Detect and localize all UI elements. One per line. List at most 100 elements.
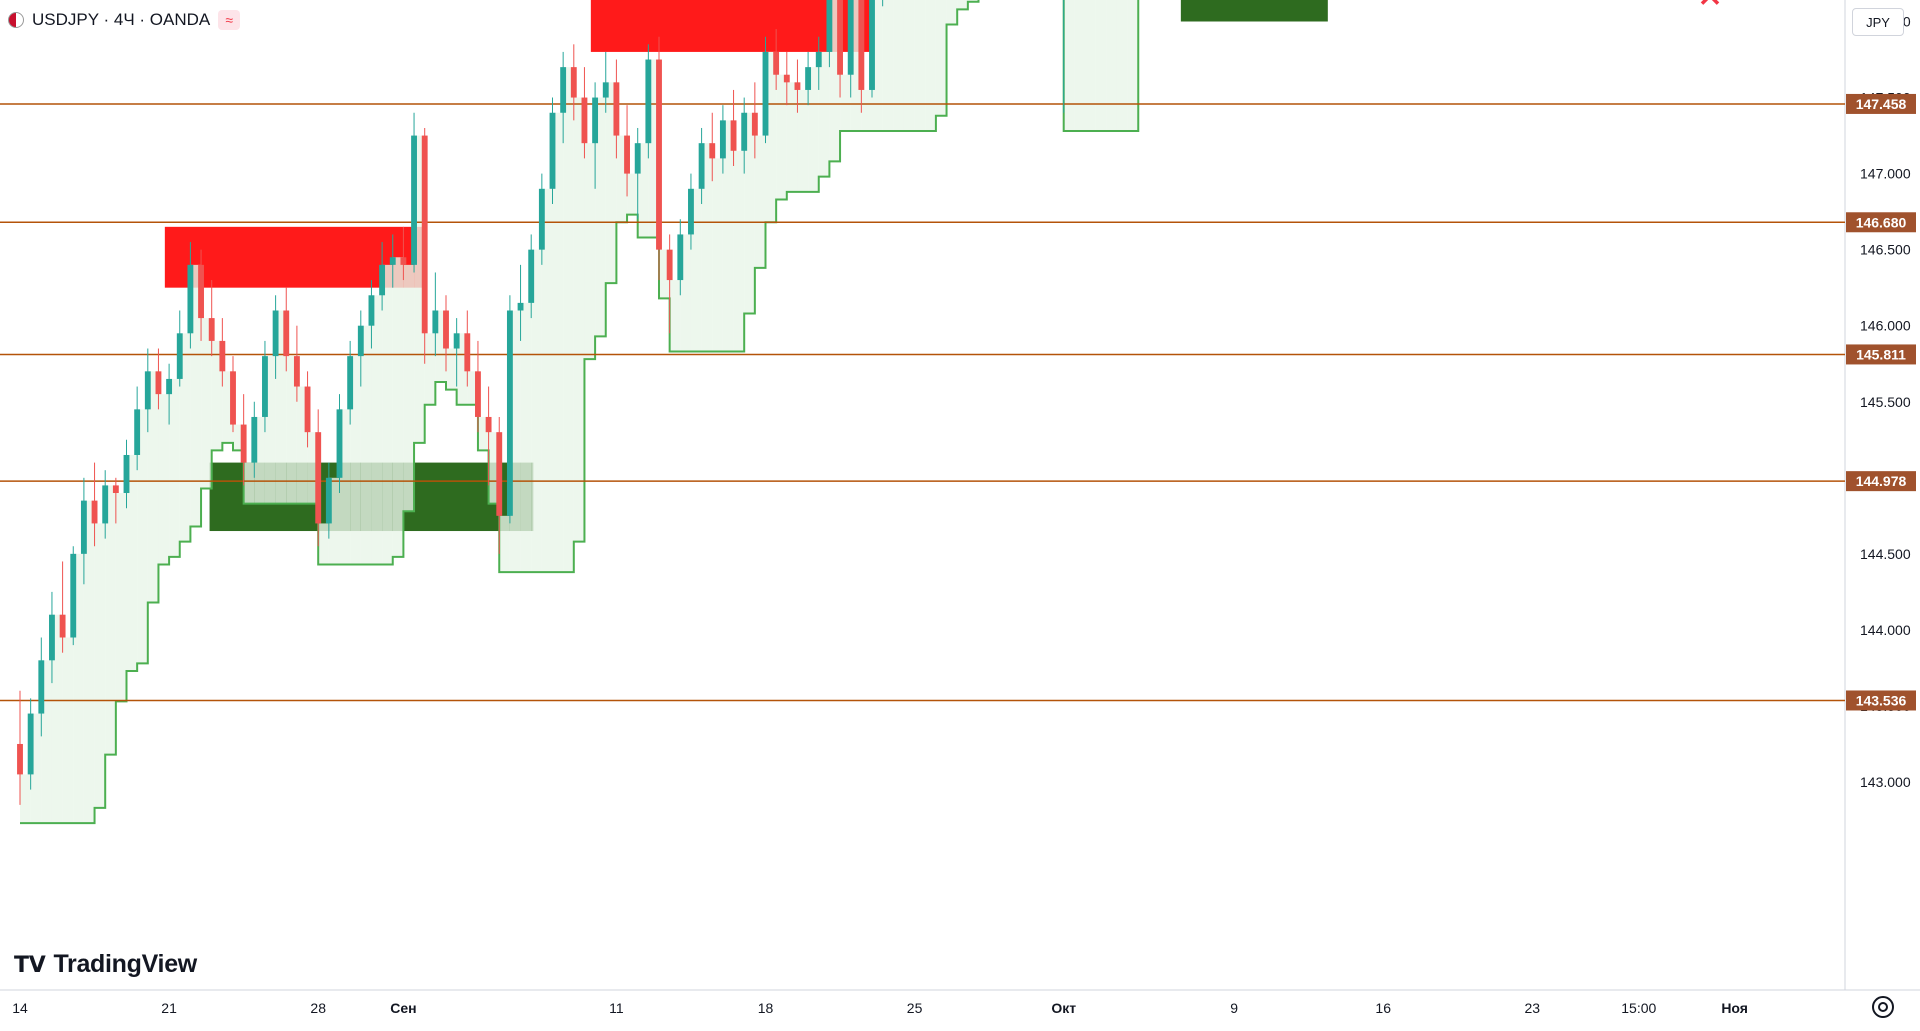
- candle-body: [506, 310, 513, 516]
- trail-shade: [94, 523, 106, 808]
- time-tick-label: 21: [161, 1000, 177, 1016]
- time-tick-label: 11: [609, 1000, 624, 1016]
- trail-shade: [1074, 0, 1085, 132]
- candle-body: [443, 310, 449, 349]
- trail-shade: [872, 0, 883, 132]
- trail-shade: [83, 500, 95, 824]
- trail-shade: [744, 112, 755, 314]
- trail-shade: [861, 89, 872, 132]
- candle-body: [719, 120, 726, 159]
- candle-body: [166, 378, 173, 395]
- trail-shade: [360, 325, 372, 565]
- trail-shade: [808, 67, 819, 192]
- candle-body: [304, 386, 311, 433]
- candle-body: [741, 112, 748, 151]
- trail-shade: [392, 257, 404, 557]
- candle-body: [624, 135, 630, 174]
- candle-body: [70, 553, 77, 638]
- trail-shade: [105, 485, 116, 755]
- candle-body: [102, 485, 109, 524]
- time-tick-label: 25: [907, 1000, 923, 1016]
- trail-shade: [477, 416, 489, 451]
- candle-body: [379, 264, 386, 296]
- tradingview-logo-icon: 𝗧𝗩: [14, 951, 46, 977]
- level-price-label: 147.458: [1856, 96, 1907, 112]
- price-tick-label: 146.000: [1860, 318, 1911, 334]
- trail-shade: [903, 0, 915, 132]
- candle-body: [411, 135, 417, 265]
- trail-shade: [328, 477, 340, 565]
- price-tick-label: 145.500: [1860, 394, 1911, 410]
- tradingview-logo[interactable]: 𝗧𝗩 TradingView: [14, 950, 197, 979]
- candle-body: [347, 356, 354, 410]
- candle-body: [400, 257, 407, 265]
- candle-body: [432, 310, 439, 334]
- candle-body: [155, 371, 162, 395]
- candle-body: [560, 67, 567, 113]
- trail-shade: [584, 143, 596, 360]
- trail-shade: [669, 280, 681, 352]
- trailing-stop-layer: [20, 0, 1140, 825]
- candle-body: [293, 356, 300, 387]
- trail-shade: [680, 234, 691, 352]
- trail-shade: [414, 135, 425, 443]
- trail-shade: [467, 371, 478, 405]
- candle-body: [262, 356, 268, 417]
- trail-shade: [20, 774, 31, 824]
- candle-body: [538, 188, 545, 250]
- trail-shade: [147, 371, 159, 603]
- trail-shade: [722, 120, 734, 352]
- trail-shade: [935, 0, 947, 116]
- candle-body: [27, 713, 34, 775]
- candle-body: [464, 333, 471, 372]
- candle-body: [475, 371, 481, 417]
- trail-shade: [563, 67, 574, 573]
- trail-shade: [275, 310, 287, 504]
- trail-shade: [690, 188, 702, 352]
- time-tick-label: Ноя: [1721, 1000, 1748, 1016]
- time-tick-label: 23: [1525, 1000, 1541, 1016]
- trail-shade: [233, 424, 244, 451]
- candle-body: [485, 416, 492, 433]
- time-tick-label: 9: [1230, 1000, 1238, 1016]
- trail-shade: [754, 135, 766, 268]
- candle-body: [208, 318, 215, 341]
- trail-shade: [616, 135, 628, 223]
- symbol-header[interactable]: USDJPY · 4Ч · OANDA ≈: [8, 8, 241, 32]
- candle-body: [336, 409, 343, 478]
- trail-shade: [627, 173, 638, 215]
- support-zone: [1180, 0, 1328, 22]
- candle-body: [730, 120, 737, 151]
- currency-button[interactable]: JPY: [1852, 8, 1904, 36]
- indicator-badge-icon[interactable]: ≈: [218, 10, 241, 30]
- logo-text: TradingView: [53, 950, 197, 978]
- trail-shade: [829, 0, 841, 162]
- candle-body: [91, 500, 98, 524]
- level-price-label: 145.811: [1856, 346, 1906, 362]
- candle-body: [283, 310, 290, 357]
- candle-body: [230, 371, 236, 425]
- trail-shade: [946, 0, 958, 25]
- candle-body: [421, 135, 428, 334]
- symbol-title[interactable]: USDJPY · 4Ч · OANDA: [32, 10, 211, 29]
- trail-shade: [701, 143, 713, 352]
- candle-body: [826, 0, 833, 52]
- candle-body: [176, 333, 183, 379]
- candle-body: [805, 67, 812, 90]
- time-axis[interactable]: 14 21 28 Сен 11 18 25 Окт 9 16 23 15:00 Ноя: [12, 1000, 1748, 1016]
- level-price-tag: [1846, 690, 1916, 711]
- candle-body: [272, 310, 279, 357]
- settings-gear-icon[interactable]: [1872, 996, 1894, 1018]
- trail-shade: [659, 249, 670, 299]
- trail-shade: [115, 493, 127, 702]
- trail-shade: [595, 97, 606, 337]
- trail-shade: [850, 0, 862, 132]
- trail-shade: [158, 394, 170, 565]
- trail-shade: [541, 188, 553, 573]
- trail-shade: [30, 713, 42, 824]
- trail-shade: [648, 59, 659, 238]
- trail-shade: [957, 0, 968, 10]
- trail-shade: [41, 660, 52, 824]
